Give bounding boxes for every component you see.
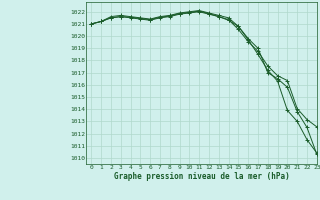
X-axis label: Graphe pression niveau de la mer (hPa): Graphe pression niveau de la mer (hPa)	[114, 172, 290, 181]
